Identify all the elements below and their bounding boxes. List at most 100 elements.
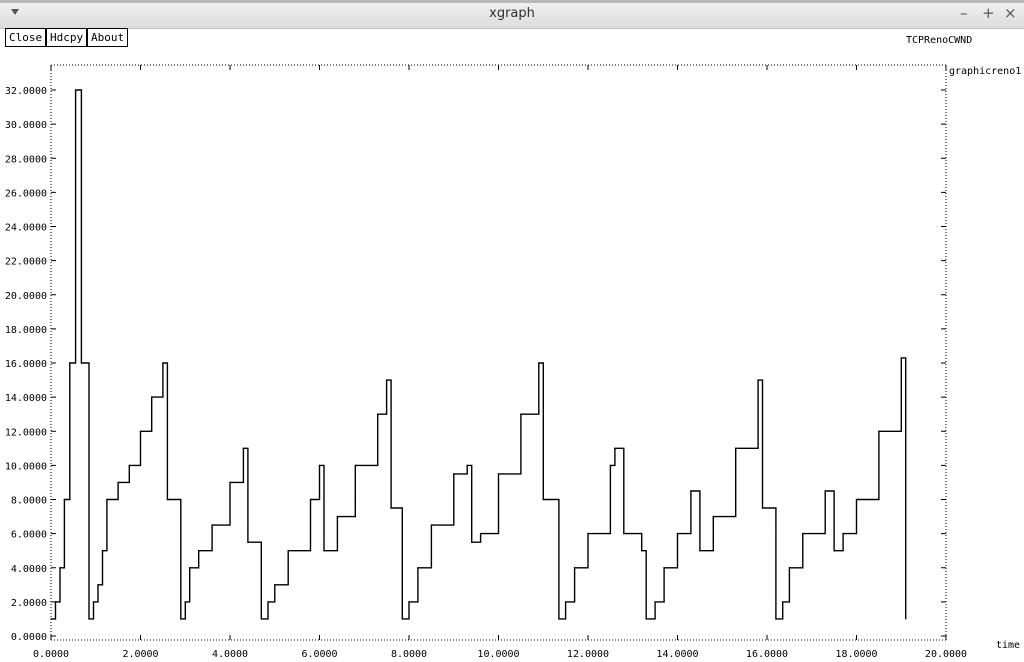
data-point [92,601,95,603]
series-line-graphicreno1 [51,89,907,620]
data-point [309,498,312,501]
data-point [151,396,153,398]
data-point [323,550,325,552]
close-window-icon[interactable]: × [1004,4,1017,22]
y-tick-label: 26.0000 [5,188,47,199]
data-point [50,618,52,620]
data-point [198,550,200,552]
data-point [166,498,168,501]
data-point [905,618,907,620]
x-tick-label: 4.0000 [212,649,248,660]
data-point [401,618,403,620]
x-tick-label: 6.0000 [301,649,337,660]
data-point [336,515,338,518]
maximize-icon[interactable]: + [982,4,995,22]
data-point [761,507,764,509]
data-point [676,533,679,535]
data-point [641,550,643,552]
data-point [453,473,455,475]
y-tick-label: 12.0000 [5,427,47,438]
data-point [377,413,379,415]
data-point [390,507,392,509]
data-point [430,524,432,526]
data-point [654,601,656,603]
x-tick-label: 2.0000 [122,649,158,660]
data-point [80,362,83,364]
y-tick-label: 18.0000 [5,325,47,336]
y-tick-label: 14.0000 [5,393,47,404]
data-point [609,464,611,466]
data-point [180,618,182,620]
x-tick-label: 0.0000 [33,649,69,660]
y-tick-label: 2.0000 [11,598,47,609]
data-point [354,464,356,466]
data-point [128,464,130,466]
x-tick-label: 20.0000 [925,649,967,660]
data-point [63,498,66,501]
data-point [855,498,858,501]
y-tick-label: 0.0000 [11,632,47,643]
data-point [139,430,142,432]
data-point [542,498,544,501]
data-point [242,447,245,449]
data-point [842,533,844,535]
hdcpy-button[interactable]: Hdcpy [46,28,88,47]
data-point [189,567,191,569]
data-point [260,618,262,620]
data-point [587,533,589,535]
y-tick-label: 20.0000 [5,291,47,302]
data-point [97,584,99,586]
window-title: xgraph [489,6,535,21]
x-tick-label: 12.0000 [567,649,609,660]
legend-entry: graphicreno1 [949,66,1022,77]
data-point [480,533,482,535]
x-tick-label: 18.0000 [835,649,877,660]
data-point [712,515,714,518]
data-point [802,533,804,535]
data-point [623,533,625,535]
data-point [558,618,560,620]
y-tick-label: 10.0000 [5,461,47,472]
data-point [782,601,784,603]
data-point [471,541,473,543]
window-titlebar: xgraph – + × [0,0,1024,29]
data-point [69,362,71,364]
data-point [614,447,616,449]
data-point [75,89,77,91]
data-point [247,541,249,543]
data-point [833,550,835,552]
y-tick-label: 22.0000 [5,257,47,268]
y-tick-label: 4.0000 [11,564,47,575]
y-tick-label: 8.0000 [11,496,47,507]
data-point [788,567,790,569]
x-axis-label: time [996,640,1021,651]
data-point [408,601,410,603]
data-point [663,567,665,569]
data-point [386,379,388,381]
minimize-icon[interactable]: – [960,4,968,22]
window-menu-icon[interactable] [11,9,19,15]
y-tick-label: 30.0000 [5,120,47,131]
x-tick-label: 10.0000 [477,649,519,660]
y-tick-label: 16.0000 [5,359,47,370]
y-tick-label: 32.0000 [5,86,47,97]
chart-title: TCPRenoCWND [906,35,973,46]
about-button[interactable]: About [87,28,129,47]
data-point [497,473,500,475]
data-point [878,430,880,432]
data-point [775,618,777,620]
data-point [690,490,692,492]
data-point [565,601,567,603]
data-point [699,550,701,552]
data-point [211,524,213,526]
data-point [274,584,276,586]
data-point [417,567,419,569]
data-point [59,567,61,569]
data-point [735,447,737,449]
data-point [824,490,826,492]
x-tick-label: 8.0000 [391,649,427,660]
y-tick-label: 28.0000 [5,154,47,165]
data-point [287,550,289,552]
close-button[interactable]: Close [5,28,47,47]
